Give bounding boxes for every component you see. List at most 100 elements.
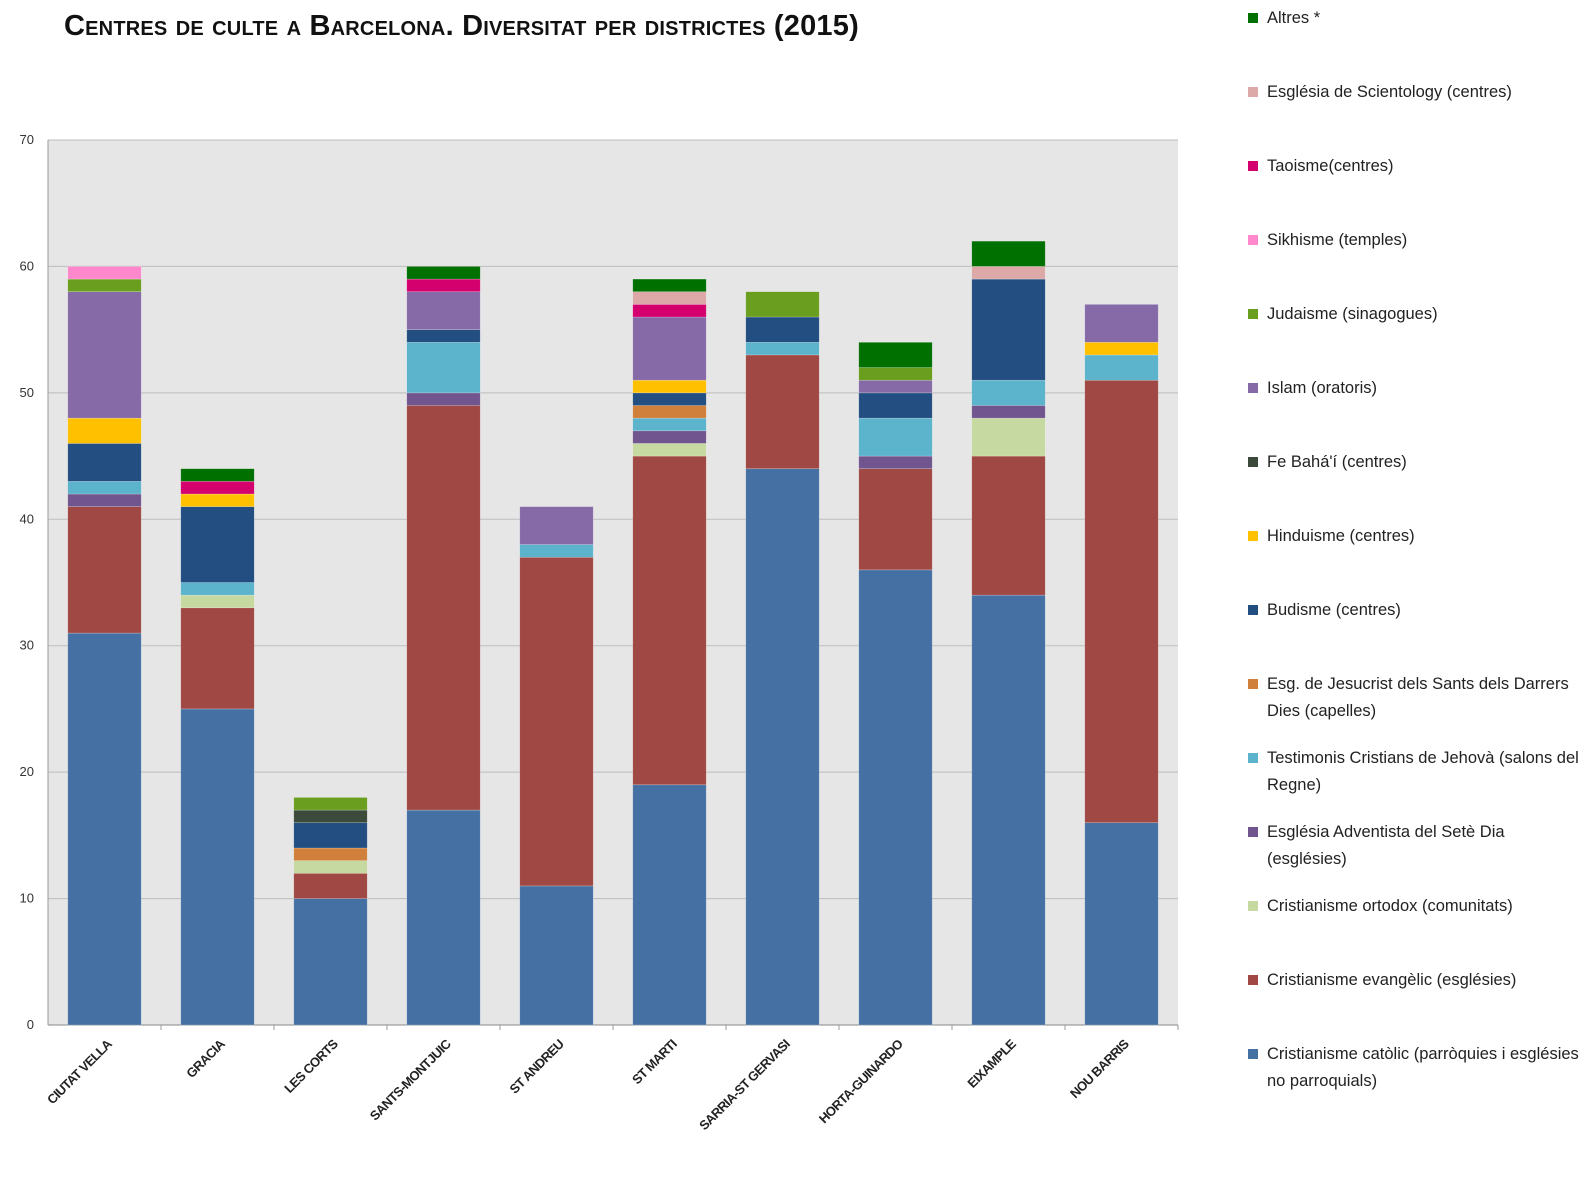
legend-label: Taoisme(centres) <box>1267 157 1394 175</box>
bar-segment <box>406 329 481 343</box>
bar-segment <box>519 556 594 887</box>
bar-segment <box>293 847 368 861</box>
legend-item: Cristianisme evangèlic (esglésies) <box>1248 967 1588 994</box>
bar-segment <box>180 607 255 710</box>
legend-label: Budisme (centres) <box>1267 601 1401 619</box>
legend-item: Església de Scientology (centres) <box>1248 79 1588 106</box>
bar-segment <box>180 468 255 482</box>
legend-item: Hinduisme (centres) <box>1248 523 1588 550</box>
legend-label: Església Adventista del Setè Dia (esglés… <box>1267 823 1505 868</box>
legend-item: Cristianisme ortodox (comunitats) <box>1248 893 1588 920</box>
bar-segment <box>971 455 1046 596</box>
bar-segment <box>406 278 481 293</box>
bar-segment <box>67 481 142 495</box>
bar-segment <box>293 872 368 899</box>
bar-segment <box>406 405 481 811</box>
bar-segment <box>745 316 820 343</box>
x-tick-label: ST ANDREU <box>507 1036 567 1096</box>
legend-swatch <box>1248 161 1258 171</box>
bar-segment <box>971 266 1046 280</box>
y-tick-label: 70 <box>20 132 34 147</box>
legend-item: Budisme (centres) <box>1248 597 1588 624</box>
legend-swatch <box>1248 827 1258 837</box>
bar-segment <box>858 367 933 381</box>
bar-segment <box>67 632 142 1026</box>
bar-segment <box>858 468 933 571</box>
x-tick-label: GRACIA <box>183 1036 228 1081</box>
legend-label: Cristianisme catòlic (parròquies i esglé… <box>1267 1045 1579 1090</box>
bar-segment <box>971 379 1046 406</box>
legend-item: Fe Bahá'í (centres) <box>1248 449 1588 476</box>
y-tick-label: 30 <box>20 638 34 653</box>
bar-segment <box>632 278 707 293</box>
bar-segment <box>858 569 933 1026</box>
y-tick-label: 20 <box>20 764 34 779</box>
bar-segment <box>180 506 255 583</box>
legend-item: Cristianisme catòlic (parròquies i esglé… <box>1248 1041 1588 1095</box>
bar-segment <box>971 417 1046 457</box>
bar-segment <box>745 354 820 470</box>
bar-segment <box>180 594 255 609</box>
bar-segment <box>745 341 820 356</box>
legend-swatch <box>1248 1049 1258 1059</box>
legend-item: Taoisme(centres) <box>1248 153 1588 180</box>
legend-label: Judaisme (sinagogues) <box>1267 305 1438 323</box>
legend-label: Altres * <box>1267 9 1321 27</box>
bar-segment <box>858 455 933 470</box>
legend-swatch <box>1248 309 1258 319</box>
bar-segment <box>632 455 707 786</box>
bars <box>67 240 1159 1026</box>
bar-segment <box>632 379 707 394</box>
x-tick-label: LES CORTS <box>281 1036 341 1096</box>
bar-segment <box>632 316 707 381</box>
legend-label: Sikhisme (temples) <box>1267 231 1408 249</box>
bar-segment <box>67 278 142 293</box>
bar-segment <box>632 405 707 419</box>
bar-segment <box>632 291 707 305</box>
bar-segment <box>519 506 594 545</box>
x-tick-label: ST MARTI <box>629 1037 680 1088</box>
bar-segment <box>971 594 1046 1026</box>
legend-swatch <box>1248 679 1258 689</box>
legend-label: Testimonis Cristians de Jehovà (salons d… <box>1267 749 1579 794</box>
legend-label: Església de Scientology (centres) <box>1267 83 1512 101</box>
bar-segment <box>180 708 255 1026</box>
bar-segment <box>293 898 368 1026</box>
bar-segment <box>406 392 481 406</box>
bar-segment <box>293 860 368 874</box>
bar-segment <box>971 405 1046 419</box>
legend-item: Sikhisme (temples) <box>1248 227 1588 254</box>
bar-segment <box>67 506 142 634</box>
legend-swatch <box>1248 235 1258 245</box>
legend-swatch <box>1248 901 1258 911</box>
bar-segment <box>858 417 933 457</box>
bar-segment <box>1084 379 1159 824</box>
bar-segment <box>1084 304 1159 343</box>
legend-item: Islam (oratoris) <box>1248 375 1588 402</box>
x-tick-label: NOU BARRIS <box>1067 1036 1132 1101</box>
legend-label: Esg. de Jesucrist dels Sants dels Darrer… <box>1267 675 1569 720</box>
bar-segment <box>1084 341 1159 356</box>
bar-segment <box>293 797 368 811</box>
legend-item: Esg. de Jesucrist dels Sants dels Darrer… <box>1248 671 1588 725</box>
bar-segment <box>971 240 1046 267</box>
bar-segment <box>632 784 707 1026</box>
legend-label: Hinduisme (centres) <box>1267 527 1415 545</box>
bar-segment <box>406 291 481 330</box>
bar-segment <box>858 341 933 368</box>
legend-label: Islam (oratoris) <box>1267 379 1378 397</box>
bar-segment <box>67 417 142 444</box>
x-tick-label: EIXAMPLE <box>964 1036 1019 1091</box>
y-tick-label: 10 <box>20 891 34 906</box>
bar-segment <box>971 278 1046 381</box>
bar-segment <box>293 822 368 849</box>
chart-title: Centres de culte a Barcelona. Diversitat… <box>64 10 859 42</box>
legend-swatch <box>1248 457 1258 467</box>
bar-segment <box>1084 354 1159 381</box>
x-tick-label: SARRIA-ST GERVASI <box>696 1037 793 1134</box>
legend-label: Cristianisme evangèlic (esglésies) <box>1267 971 1517 989</box>
legend-label: Cristianisme ortodox (comunitats) <box>1267 897 1513 915</box>
y-tick-label: 40 <box>20 511 34 526</box>
stacked-bar-chart: 0 10 20 30 40 50 60 70 CIUTAT VELLA GRACIA LES CO… <box>20 132 1179 1134</box>
bar-segment <box>293 809 368 824</box>
